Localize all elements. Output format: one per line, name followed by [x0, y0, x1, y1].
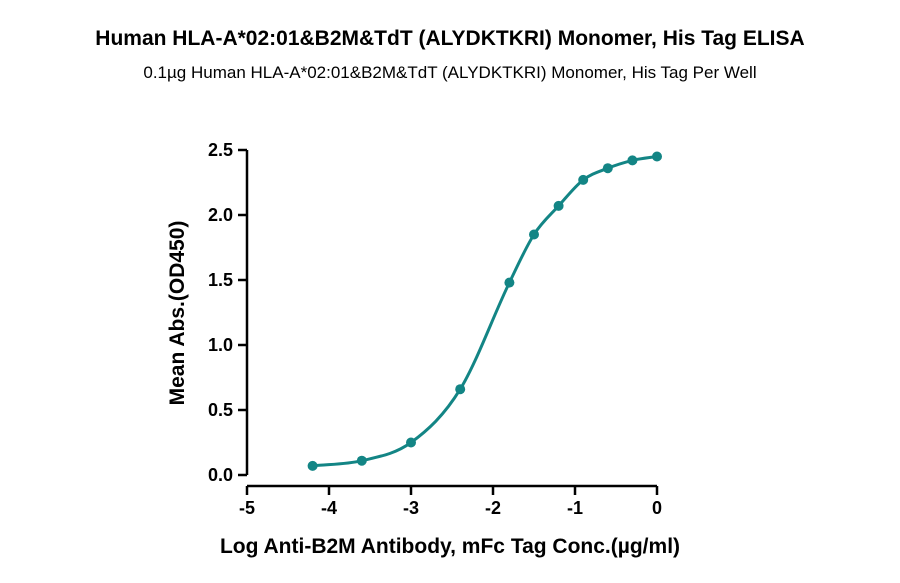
- data-point: [356, 455, 367, 466]
- data-point: [504, 277, 515, 288]
- x-axis-title: Log Anti-B2M Antibody, mFc Tag Conc.(µg/…: [220, 535, 680, 558]
- x-tick-label: -5: [239, 498, 255, 518]
- y-tick-label: 0.0: [208, 465, 233, 485]
- x-ticks: -5 -4 -3 -2 -1 0: [239, 486, 662, 518]
- x-tick-label: -4: [321, 498, 337, 518]
- x-tick-label: -2: [485, 498, 501, 518]
- y-ticks: 0.0 0.5 1.0 1.5 2.0 2.5: [208, 140, 247, 485]
- y-tick-label: 2.0: [208, 205, 233, 225]
- y-tick-label: 1.5: [208, 270, 233, 290]
- y-axis: 0.0 0.5 1.0 1.5 2.0 2.5: [208, 140, 249, 485]
- data-point: [578, 174, 589, 185]
- data-point: [553, 200, 564, 211]
- data-point: [455, 384, 466, 395]
- x-tick-label: -1: [567, 498, 583, 518]
- y-tick-label: 2.5: [208, 140, 233, 160]
- data-points: [307, 151, 662, 471]
- fit-curve: [312, 155, 658, 468]
- data-point: [652, 151, 662, 162]
- data-point: [406, 437, 416, 448]
- chart-subtitle: 0.1µg Human HLA-A*02:01&B2M&TdT (ALYDKTK…: [143, 63, 757, 82]
- y-tick-label: 0.5: [208, 400, 233, 420]
- x-axis: -5 -4 -3 -2 -1 0: [239, 484, 662, 518]
- data-point: [529, 229, 539, 240]
- chart-title: Human HLA-A*02:01&B2M&TdT (ALYDKTKRI) Mo…: [95, 27, 805, 50]
- x-tick-label: 0: [652, 498, 662, 518]
- y-axis-title: Mean Abs.(OD450): [166, 221, 189, 406]
- data-point: [602, 163, 613, 174]
- data-point: [307, 460, 318, 471]
- x-tick-label: -3: [403, 498, 419, 518]
- y-tick-label: 1.0: [208, 335, 233, 355]
- data-point: [627, 155, 638, 166]
